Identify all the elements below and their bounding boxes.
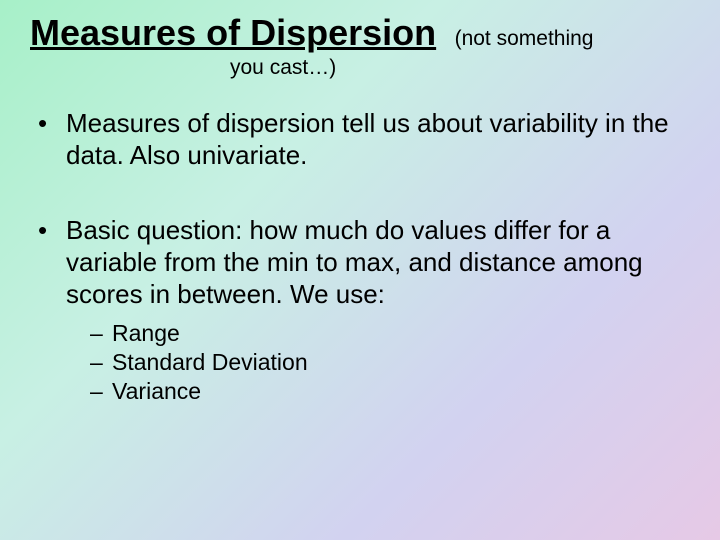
bullet-text: Basic question: how much do values diffe… — [66, 215, 643, 308]
sub-bullet-item: Standard Deviation — [66, 348, 690, 377]
slide-title: Measures of Dispersion — [30, 12, 436, 53]
bullet-text: Measures of dispersion tell us about var… — [66, 108, 669, 170]
slide-title-aside-1: (not something — [441, 27, 594, 50]
slide: Measures of Dispersion (not something yo… — [0, 0, 720, 540]
bullet-list: Measures of dispersion tell us about var… — [30, 108, 690, 407]
bullet-item: Basic question: how much do values diffe… — [30, 215, 690, 406]
slide-title-aside-2: you cast…) — [30, 56, 690, 80]
sub-bullet-item: Variance — [66, 377, 690, 406]
bullet-item: Measures of dispersion tell us about var… — [30, 108, 690, 171]
sub-bullet-item: Range — [66, 319, 690, 348]
sub-bullet-list: Range Standard Deviation Variance — [66, 319, 690, 407]
title-row: Measures of Dispersion (not something — [30, 12, 690, 54]
